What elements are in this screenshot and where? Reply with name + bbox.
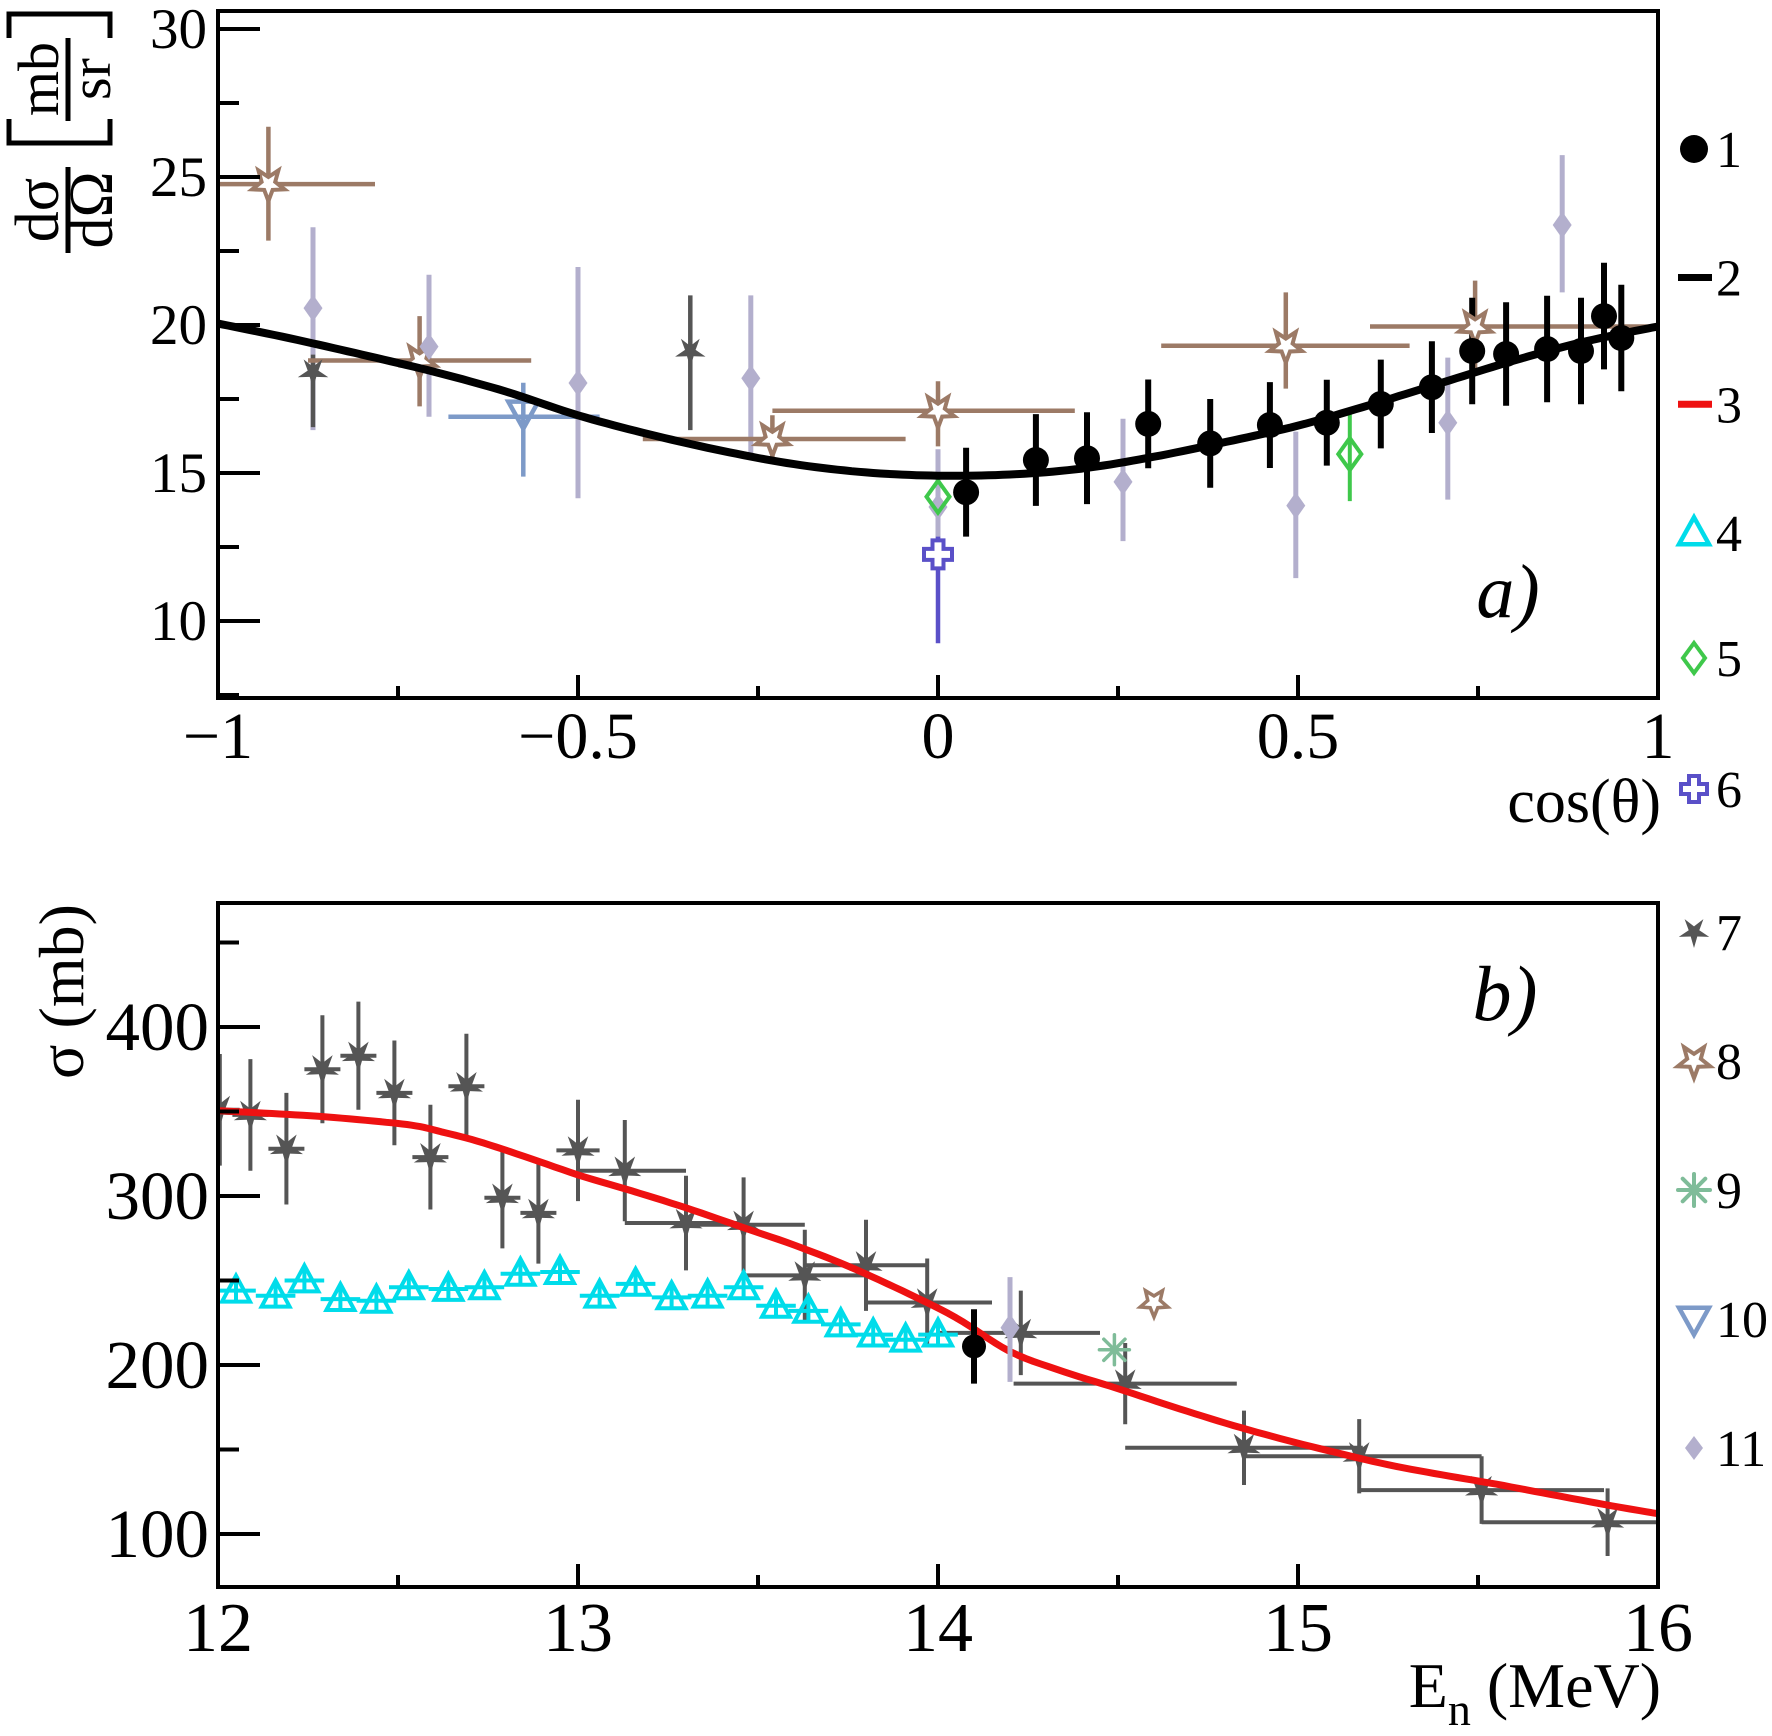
svg-text:dΩ: dΩ: [58, 171, 126, 248]
svg-text:0.5: 0.5: [1257, 700, 1340, 773]
svg-text:8: 8: [1716, 1034, 1742, 1091]
svg-text:20: 20: [150, 294, 207, 357]
svg-text:2: 2: [1716, 251, 1742, 308]
svg-text:30: 30: [150, 0, 207, 61]
svg-text:6: 6: [1716, 762, 1742, 819]
svg-text:100: 100: [106, 1496, 210, 1572]
svg-text:11: 11: [1716, 1421, 1766, 1478]
svg-text:1: 1: [1716, 122, 1742, 179]
svg-text:12: 12: [183, 1590, 253, 1667]
svg-text:15: 15: [150, 442, 207, 505]
svg-text:14: 14: [903, 1590, 973, 1667]
svg-text:1: 1: [1642, 700, 1675, 773]
svg-text:mb: mb: [6, 42, 71, 116]
svg-text:200: 200: [106, 1327, 210, 1403]
svg-text:15: 15: [1263, 1590, 1333, 1667]
svg-text:0: 0: [922, 700, 955, 773]
svg-text:13: 13: [543, 1590, 613, 1667]
svg-text:cos(θ): cos(θ): [1507, 768, 1661, 836]
svg-text:−0.5: −0.5: [518, 700, 638, 773]
svg-text:3: 3: [1716, 377, 1742, 434]
svg-text:sr: sr: [58, 58, 123, 100]
svg-text:−1: −1: [183, 700, 253, 773]
svg-text:16: 16: [1623, 1590, 1693, 1667]
svg-text:25: 25: [150, 146, 207, 209]
svg-text:9: 9: [1716, 1163, 1742, 1220]
svg-text:400: 400: [106, 989, 210, 1065]
svg-text:b): b): [1473, 950, 1538, 1037]
svg-text:10: 10: [1716, 1292, 1768, 1349]
svg-text:7: 7: [1716, 905, 1742, 962]
svg-text:4: 4: [1716, 506, 1742, 563]
svg-text:300: 300: [106, 1158, 210, 1234]
svg-text:5: 5: [1716, 631, 1742, 688]
svg-text:dσ: dσ: [4, 178, 72, 242]
svg-text:a): a): [1476, 550, 1539, 634]
svg-text:σ (mb): σ (mb): [26, 904, 97, 1079]
svg-text:10: 10: [150, 590, 207, 653]
